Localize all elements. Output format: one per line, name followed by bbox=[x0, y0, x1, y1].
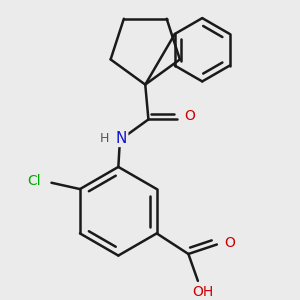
Text: O: O bbox=[184, 109, 195, 123]
Text: OH: OH bbox=[192, 285, 213, 299]
Text: O: O bbox=[224, 236, 235, 250]
Text: N: N bbox=[116, 131, 127, 146]
Text: Cl: Cl bbox=[27, 174, 41, 188]
Text: H: H bbox=[99, 132, 109, 145]
